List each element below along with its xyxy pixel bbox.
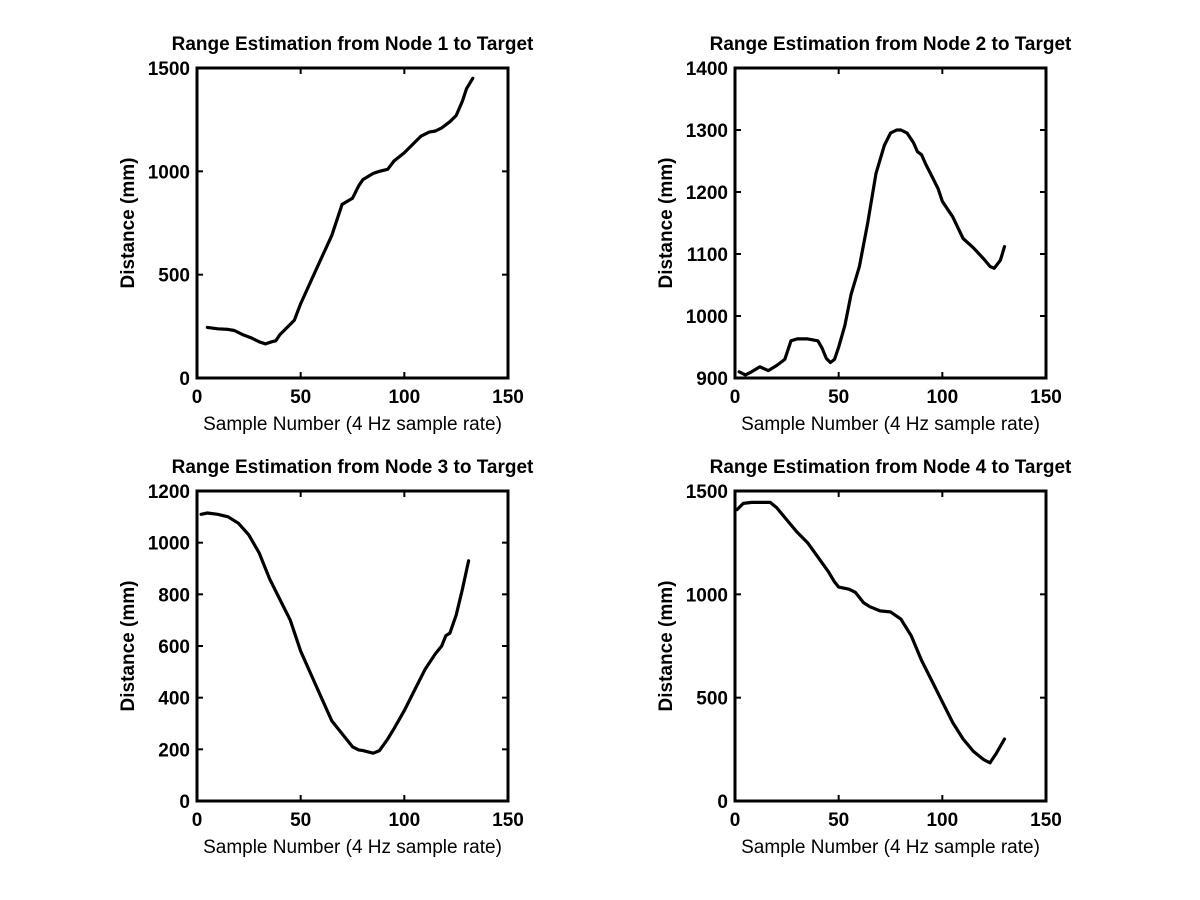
x-tick-label: 50 — [290, 810, 311, 831]
axes-frame — [733, 489, 1048, 803]
chart-title: Range Estimation from Node 1 to Target — [172, 34, 534, 55]
y-tick-label: 500 — [696, 689, 728, 710]
y-axis-label: Distance (mm) — [118, 581, 139, 712]
y-tick-label: 800 — [158, 585, 190, 606]
subplot-2: Range Estimation from Node 2 to Target Sa… — [656, 34, 1072, 435]
y-tick-label: 400 — [158, 689, 190, 710]
x-tick-label: 100 — [926, 810, 958, 831]
axes-frame — [195, 66, 510, 380]
series-line — [205, 76, 475, 346]
subplot-1: Range Estimation from Node 1 to Target Sa… — [118, 34, 534, 435]
y-tick-label: 1000 — [686, 585, 728, 606]
y-tick-label: 1200 — [148, 482, 190, 503]
x-tick-label: 150 — [492, 387, 524, 408]
y-tick-label: 900 — [696, 369, 728, 390]
series-line — [199, 511, 471, 755]
chart-title: Range Estimation from Node 4 to Target — [710, 457, 1072, 478]
x-tick-label: 0 — [192, 387, 203, 408]
subplot-4: Range Estimation from Node 4 to Target Sa… — [656, 457, 1072, 858]
y-tick-label: 1100 — [687, 245, 728, 266]
series-line — [735, 500, 1007, 765]
x-tick-label: 100 — [388, 387, 420, 408]
x-axis-label: Sample Number (4 Hz sample rate) — [741, 837, 1040, 858]
y-tick-label: 0 — [179, 792, 190, 813]
series-line — [737, 128, 1007, 377]
y-tick-label: 1200 — [686, 183, 728, 204]
x-tick-label: 0 — [192, 810, 203, 831]
y-tick-label: 1000 — [148, 534, 190, 555]
y-tick-label: 1300 — [686, 121, 728, 142]
chart-title: Range Estimation from Node 3 to Target — [172, 457, 534, 478]
x-tick-label: 150 — [1030, 810, 1062, 831]
subplot-3: Range Estimation from Node 3 to Target Sa… — [118, 457, 534, 858]
y-axis-label: Distance (mm) — [118, 158, 139, 289]
y-axis-label: Distance (mm) — [656, 158, 677, 289]
y-tick-label: 1400 — [686, 59, 728, 80]
y-axis-label: Distance (mm) — [656, 581, 677, 712]
y-tick-label: 1000 — [686, 307, 728, 328]
x-tick-label: 150 — [492, 810, 524, 831]
y-tick-label: 1500 — [148, 59, 190, 80]
chart-title: Range Estimation from Node 2 to Target — [710, 34, 1072, 55]
x-tick-label: 0 — [730, 810, 741, 831]
y-tick-label: 0 — [179, 369, 190, 390]
x-tick-label: 0 — [730, 387, 741, 408]
axes-frame — [195, 489, 510, 803]
y-tick-label: 500 — [158, 266, 190, 287]
y-tick-label: 1000 — [148, 162, 190, 183]
x-tick-label: 100 — [388, 810, 420, 831]
x-tick-label: 50 — [828, 387, 849, 408]
x-axis-label: Sample Number (4 Hz sample rate) — [741, 414, 1040, 435]
x-tick-label: 50 — [828, 810, 849, 831]
y-tick-label: 600 — [158, 637, 190, 658]
x-axis-label: Sample Number (4 Hz sample rate) — [203, 837, 502, 858]
y-tick-label: 200 — [158, 740, 190, 761]
y-tick-label: 0 — [717, 792, 728, 813]
axes-frame — [733, 66, 1048, 380]
x-tick-label: 100 — [926, 387, 958, 408]
y-tick-label: 1500 — [686, 482, 728, 503]
x-tick-label: 150 — [1030, 387, 1062, 408]
x-tick-label: 50 — [290, 387, 311, 408]
x-axis-label: Sample Number (4 Hz sample rate) — [203, 414, 502, 435]
